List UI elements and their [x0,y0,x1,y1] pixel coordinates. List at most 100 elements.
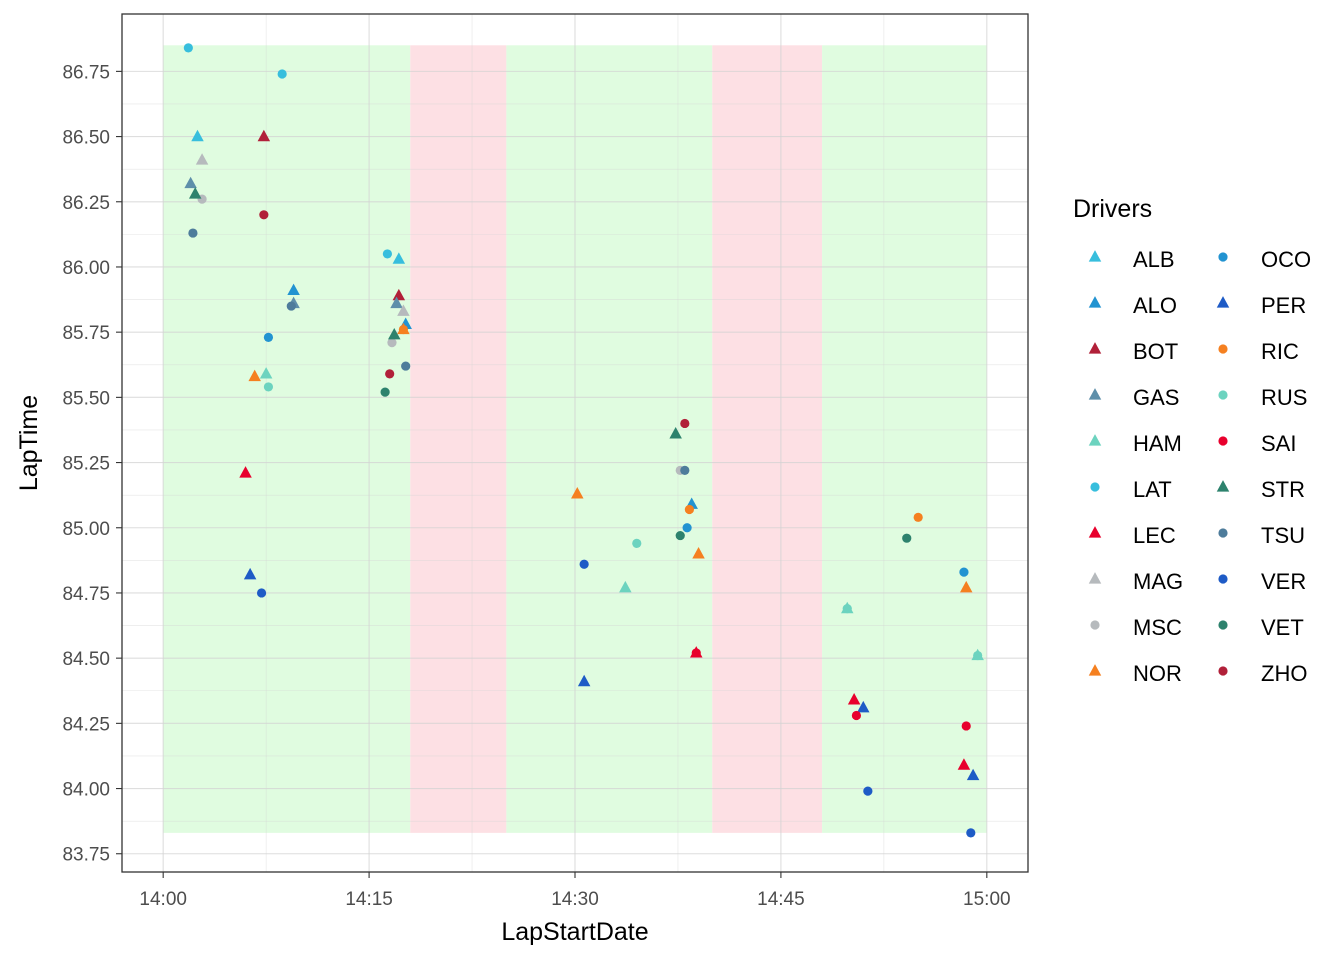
point-oco [959,567,969,577]
axes: 14:00 14:15 14:30 14:45 15:00 83.75 84.00 84.25… [62,62,1010,910]
legend-label-rus: RUS [1261,385,1307,410]
point-ver [579,559,589,569]
legend-label-nor: NOR [1133,661,1182,686]
y-tick-label: 86.25 [62,193,110,214]
point-oco [682,523,692,533]
legend-key-lat [1090,482,1100,492]
point-lec [957,758,971,770]
legend-label-per: PER [1261,293,1306,318]
legend-label-gas: GAS [1133,385,1179,410]
y-axis-title: LapTime [15,395,43,491]
point-nor [571,487,584,499]
legend-label-oco: OCO [1261,247,1311,272]
point-tsu [401,361,411,371]
x-tick-label: 14:00 [139,889,187,910]
point-mag [397,304,410,316]
shaded-region-5 [822,45,987,833]
legend-key-lec [1088,526,1102,538]
point-bot [257,129,271,142]
point-gas [390,296,403,309]
legend-label-alb: ALB [1133,247,1175,272]
point-mag [195,153,209,165]
point-gas [184,176,197,189]
point-vet [902,533,912,543]
legend-key-mag [1088,572,1102,584]
y-tick-label: 85.75 [62,323,110,344]
point-nor [959,580,973,593]
y-tick-label: 86.50 [62,128,110,149]
point-alb [191,129,204,142]
legend-label-ver: VER [1261,569,1306,594]
legend-label-lec: LEC [1133,523,1176,548]
legend-key-bot [1088,342,1102,354]
point-per [243,567,257,580]
point-ric [913,512,923,522]
legend-key-ver [1218,574,1228,584]
x-tick-label: 14:45 [757,889,805,910]
shaded-region-4 [712,45,823,833]
legend-key-alo [1088,296,1102,308]
point-per [966,768,980,781]
point-lec [847,693,861,705]
legend-key-gas [1088,388,1102,400]
legend-label-tsu: TSU [1261,523,1305,548]
y-tick-label: 86.00 [62,258,110,279]
legend-label-bot: BOT [1133,339,1178,364]
legend-key-oco [1218,252,1228,262]
x-tick-label: 14:30 [551,889,599,910]
legend-label-lat: LAT [1133,477,1172,502]
legend-label-ham: HAM [1133,431,1182,456]
legend-key-rus [1218,390,1228,400]
legend-label-ric: RIC [1261,339,1299,364]
legend: Drivers ALB ALO BOT GAS HAM LAT LEC MAG MSC NOR OC… [1073,195,1311,686]
point-ver [863,786,873,796]
point-str [669,427,682,439]
point-ric [398,324,409,335]
y-tick-label: 83.75 [62,845,110,866]
legend-key-tsu [1218,528,1228,538]
point-ham [619,580,632,593]
point-sai [961,721,971,731]
point-vet [380,387,390,397]
point-lat [183,43,193,53]
point-ric [684,504,694,515]
point-sai [691,648,701,658]
point-oco [263,332,274,342]
legend-key-alb [1088,250,1102,262]
legend-key-nor [1088,664,1102,676]
shaded-region-2 [410,45,507,833]
point-per [857,700,870,713]
legend-label-sai: SAI [1261,431,1296,456]
legend-label-zho: ZHO [1261,661,1307,686]
y-tick-label: 84.50 [62,649,110,670]
point-tsu [680,465,690,475]
y-tick-label: 84.75 [62,584,110,605]
legend-label-msc: MSC [1133,615,1182,640]
point-bot [392,288,406,301]
point-ver [256,588,267,598]
y-tick-label: 85.00 [62,519,110,540]
legend-key-vet [1218,620,1228,630]
data-points [183,43,984,838]
x-tick-label: 15:00 [963,889,1011,910]
x-axis-title: LapStartDate [501,918,648,946]
point-sai [851,710,862,721]
point-zho [385,369,395,379]
point-nor [692,547,705,559]
point-ver [966,828,976,838]
legend-title: Drivers [1073,195,1152,223]
point-lat [382,249,392,259]
grid-lines [122,14,1028,872]
point-str [188,187,202,199]
point-rus [842,604,852,614]
y-tick-label: 85.25 [62,454,110,475]
point-zho [259,210,269,220]
y-tick-label: 85.50 [62,388,110,409]
point-tsu [188,228,198,238]
point-msc [387,337,397,348]
y-tick-label: 84.25 [62,714,110,735]
point-vet [675,530,685,541]
legend-label-alo: ALO [1133,293,1177,318]
point-nor [248,369,261,382]
point-tsu [286,301,296,311]
